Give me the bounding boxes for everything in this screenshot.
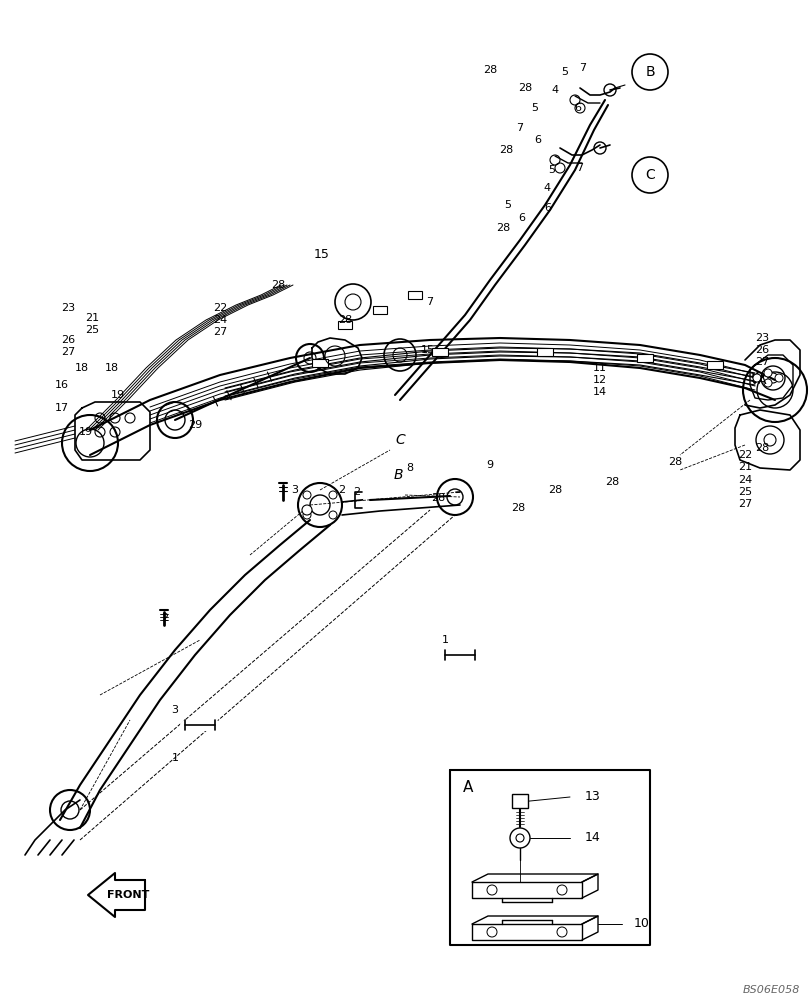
Text: 28: 28: [498, 145, 513, 155]
Text: 25: 25: [85, 325, 99, 335]
Text: 7: 7: [426, 297, 433, 307]
Text: 8: 8: [406, 463, 413, 473]
Text: B: B: [645, 65, 654, 79]
Text: 28: 28: [547, 485, 561, 495]
Text: 10: 10: [633, 917, 649, 930]
Text: 27: 27: [737, 499, 751, 509]
Text: 6: 6: [544, 203, 551, 213]
Circle shape: [303, 491, 311, 499]
Circle shape: [774, 374, 782, 382]
Text: 16: 16: [55, 380, 69, 390]
Bar: [372, 306, 387, 314]
Text: 28: 28: [667, 457, 681, 467]
Text: 7: 7: [576, 163, 583, 173]
Circle shape: [763, 369, 771, 377]
Text: 5: 5: [504, 200, 511, 210]
Text: 7: 7: [579, 63, 586, 73]
Text: 29: 29: [187, 420, 202, 430]
Text: 27: 27: [212, 327, 227, 337]
Text: 27: 27: [61, 347, 75, 357]
Text: 15: 15: [314, 248, 329, 261]
Bar: [512, 794, 527, 808]
Bar: [337, 321, 351, 329]
Bar: [636, 354, 652, 362]
Text: 26: 26: [61, 335, 75, 345]
Text: 28: 28: [517, 83, 531, 93]
Text: 18: 18: [105, 363, 119, 373]
Bar: [536, 348, 552, 356]
Text: 14: 14: [592, 387, 607, 397]
Text: A: A: [462, 780, 473, 795]
Text: C: C: [395, 433, 405, 447]
Text: 4: 4: [551, 85, 558, 95]
Bar: [706, 361, 722, 369]
Text: 1: 1: [441, 635, 448, 645]
Text: 26: 26: [754, 345, 768, 355]
Text: 2: 2: [338, 485, 345, 495]
Text: 21: 21: [737, 462, 751, 472]
Text: 3: 3: [291, 485, 298, 495]
Text: 6: 6: [518, 213, 525, 223]
Text: FRONT: FRONT: [107, 890, 149, 900]
Circle shape: [328, 491, 337, 499]
Text: A: A: [757, 373, 766, 386]
Text: BS06E058: BS06E058: [742, 985, 799, 995]
Text: 15: 15: [420, 345, 435, 355]
Text: 5: 5: [547, 165, 555, 175]
Text: 22: 22: [737, 450, 751, 460]
Text: 28: 28: [510, 503, 525, 513]
Text: 28: 28: [271, 280, 285, 290]
Text: 6: 6: [574, 103, 581, 113]
Text: 21: 21: [85, 313, 99, 323]
Text: 3: 3: [171, 705, 178, 715]
Text: 2: 2: [353, 487, 360, 497]
Text: 5: 5: [531, 103, 538, 113]
Text: 4: 4: [543, 183, 550, 193]
Text: 28: 28: [337, 315, 352, 325]
Text: C: C: [644, 168, 654, 182]
Circle shape: [303, 511, 311, 519]
Text: 19: 19: [79, 427, 93, 437]
Text: 28: 28: [483, 65, 496, 75]
Text: 23: 23: [754, 333, 768, 343]
Circle shape: [752, 374, 760, 382]
Bar: [431, 348, 448, 356]
Text: 2: 2: [161, 613, 169, 623]
Text: 14: 14: [584, 831, 600, 844]
Text: 17: 17: [55, 403, 69, 413]
Bar: [311, 359, 328, 367]
Text: 28: 28: [604, 477, 618, 487]
Text: 24: 24: [737, 475, 751, 485]
Text: 28: 28: [754, 443, 768, 453]
Circle shape: [328, 511, 337, 519]
Text: 28: 28: [431, 493, 444, 503]
Text: 6: 6: [534, 135, 541, 145]
Circle shape: [763, 379, 771, 387]
Text: 7: 7: [516, 123, 523, 133]
Text: 18: 18: [75, 363, 89, 373]
Text: 27: 27: [754, 357, 768, 367]
Text: B: B: [393, 468, 402, 482]
Bar: [407, 291, 422, 299]
Text: 24: 24: [212, 315, 227, 325]
Text: 22: 22: [212, 303, 227, 313]
Text: 19: 19: [111, 390, 125, 400]
Text: 12: 12: [592, 375, 607, 385]
Text: 11: 11: [592, 363, 607, 373]
Text: 1: 1: [171, 753, 178, 763]
Circle shape: [302, 505, 311, 515]
Text: 25: 25: [737, 487, 751, 497]
Text: 23: 23: [61, 303, 75, 313]
Text: 5: 5: [561, 67, 568, 77]
Text: 28: 28: [496, 223, 509, 233]
Text: 13: 13: [584, 790, 600, 803]
Text: 9: 9: [486, 460, 493, 470]
